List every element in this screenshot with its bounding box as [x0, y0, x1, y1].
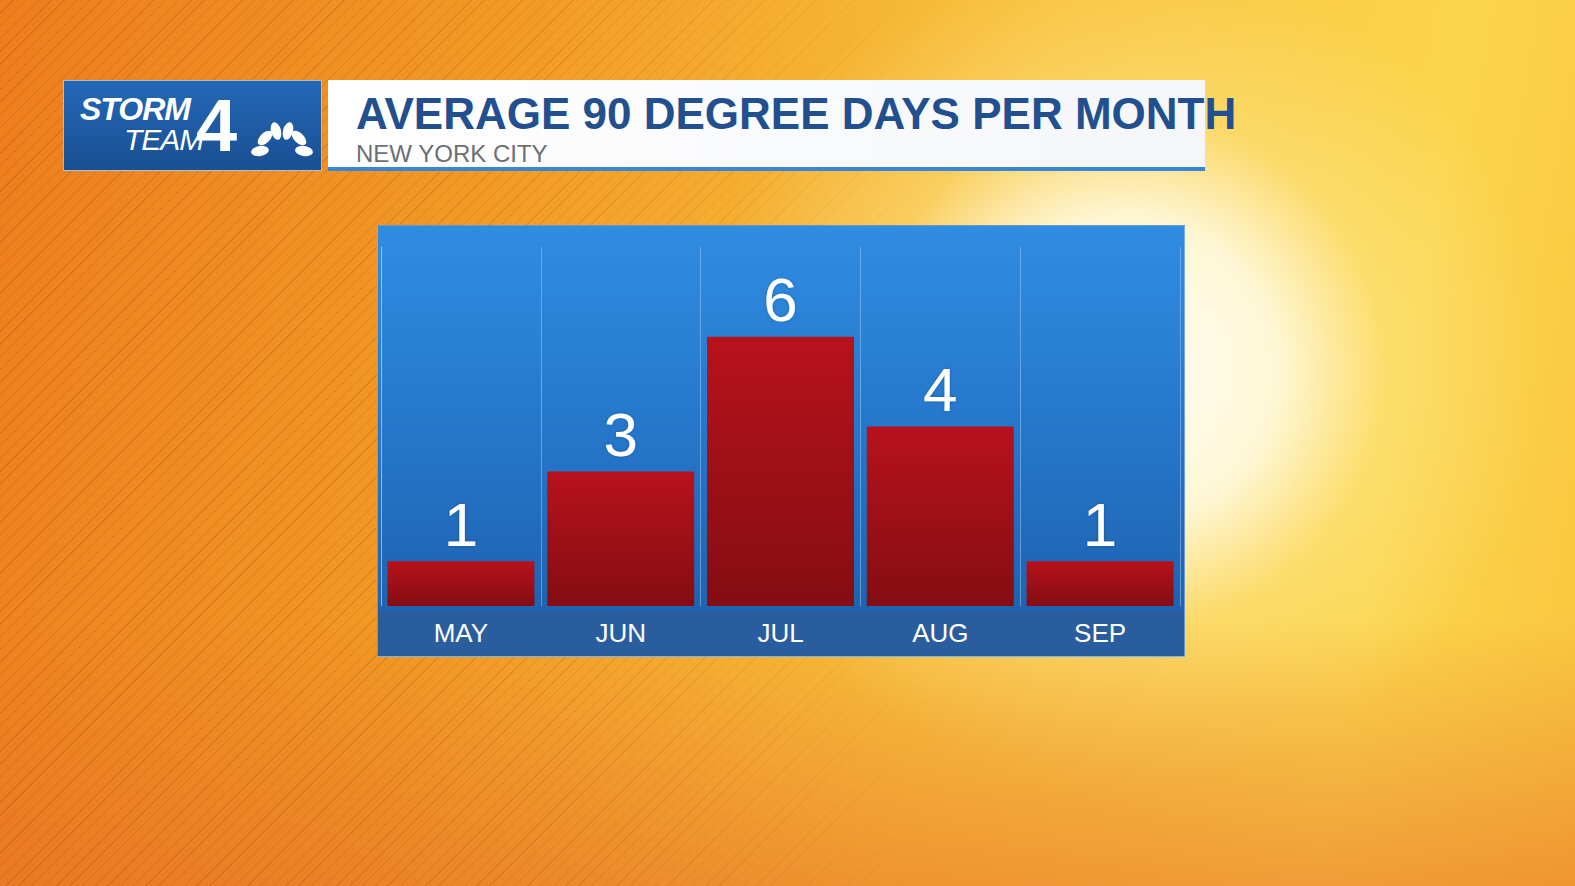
svg-text:AUG: AUG — [912, 618, 968, 648]
svg-text:JUN: JUN — [595, 618, 646, 648]
html-text:4: 4 — [196, 84, 238, 167]
svg-text:JUL: JUL — [757, 618, 803, 648]
svg-text:AVERAGE 90 DEGREE DAYS PER MON: AVERAGE 90 DEGREE DAYS PER MONTH — [356, 89, 1236, 138]
svg-text:4: 4 — [923, 355, 957, 424]
svg-text:MAY: MAY — [434, 618, 488, 648]
html-text:STORM: STORM — [80, 91, 190, 127]
html-text:TEAM: TEAM — [124, 123, 204, 156]
svg-text:NEW YORK CITY: NEW YORK CITY — [356, 140, 548, 167]
svg-text:1: 1 — [444, 490, 478, 559]
svg-text:3: 3 — [603, 400, 637, 469]
svg-text:SEP: SEP — [1074, 618, 1126, 648]
svg-text:6: 6 — [763, 265, 797, 334]
svg-text:1: 1 — [1083, 490, 1117, 559]
